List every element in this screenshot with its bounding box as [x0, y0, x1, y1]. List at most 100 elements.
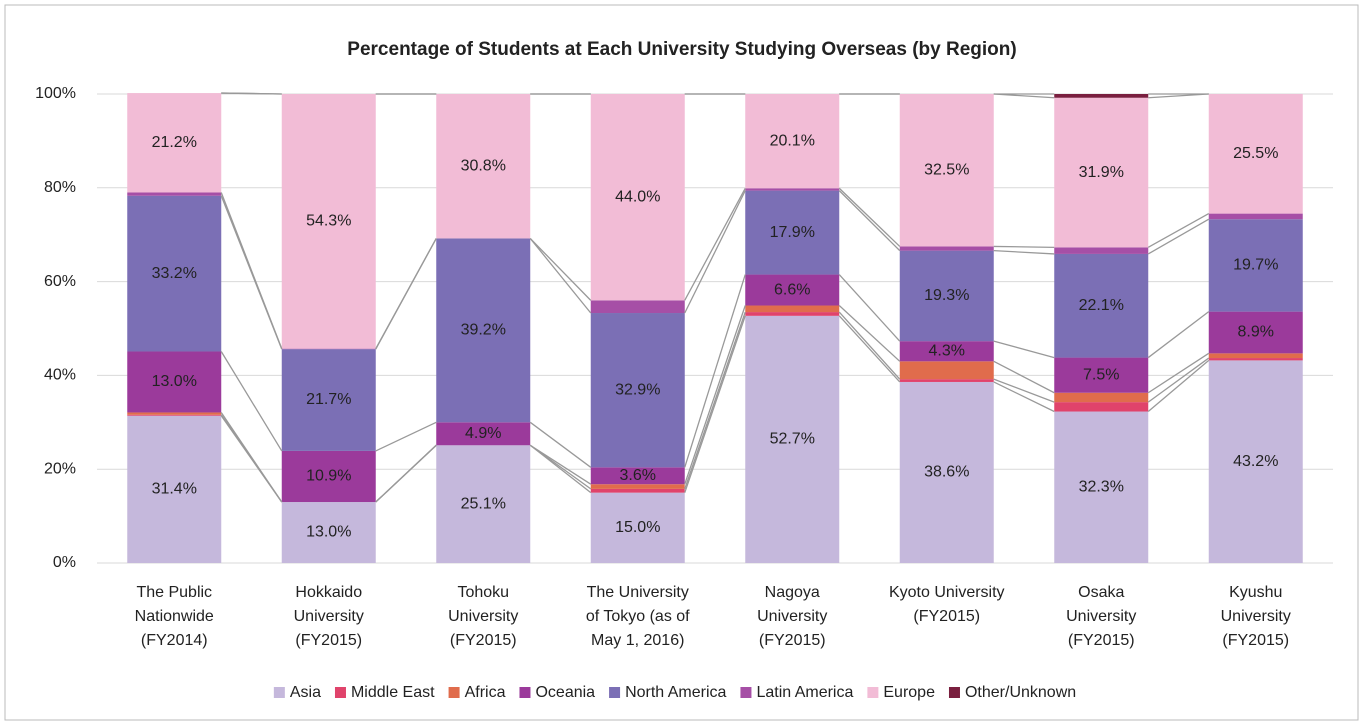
data-label: 32.9% [615, 381, 660, 398]
bar-segment [899, 246, 994, 251]
x-tick-label: Osaka University (FY2015) [1066, 584, 1136, 649]
series-line [684, 274, 746, 468]
y-tick-label: 60% [44, 273, 76, 290]
y-tick-label: 80% [44, 179, 76, 196]
data-label: 4.9% [465, 425, 501, 442]
series-line [684, 190, 746, 314]
series-line [838, 311, 901, 380]
series-line [684, 311, 746, 490]
series-line [993, 360, 1055, 394]
data-label: 19.7% [1233, 257, 1278, 274]
data-label: 4.3% [929, 342, 965, 359]
x-tick-label: Kyushu University (FY2015) [1221, 584, 1291, 649]
bar-segment [1054, 97, 1149, 248]
bar-segment [436, 238, 531, 423]
series-line [1147, 352, 1210, 394]
data-label: 10.9% [306, 468, 351, 485]
data-label: 31.4% [152, 481, 197, 498]
series-line [529, 444, 592, 485]
legend-label: Africa [465, 684, 506, 701]
legend-item: North America [609, 684, 727, 701]
bar-segment [590, 484, 685, 489]
legend-swatch [948, 687, 960, 698]
series-line [993, 381, 1055, 413]
data-label: 44.0% [615, 188, 660, 205]
y-tick-label: 20% [44, 460, 76, 477]
data-label: 8.9% [1238, 324, 1274, 341]
series-line [1147, 311, 1210, 359]
series-line [838, 190, 901, 252]
legend-swatch [740, 687, 752, 698]
series-line [993, 245, 1055, 249]
series-line [838, 187, 901, 247]
bar-segment [745, 315, 840, 563]
data-label: 3.6% [620, 467, 656, 484]
data-label: 31.9% [1079, 164, 1124, 181]
bar-segment [590, 94, 685, 301]
bar-segment [127, 415, 222, 563]
data-label: 21.2% [152, 134, 197, 151]
data-label: 21.7% [306, 391, 351, 408]
bar-segment [899, 94, 994, 247]
y-tick-label: 0% [53, 554, 76, 571]
series-line [375, 238, 437, 349]
data-label: 13.0% [306, 524, 351, 541]
bar-segment [1208, 219, 1303, 312]
series-line [529, 238, 592, 314]
data-label: 30.8% [461, 157, 506, 174]
series-line [1147, 213, 1210, 248]
data-label: 32.3% [1079, 478, 1124, 495]
bar-segment [745, 190, 840, 275]
bar-segment [1208, 94, 1303, 214]
bar-segment [127, 195, 222, 352]
bar-segment [1054, 392, 1149, 403]
x-tick-label: Kyoto University (FY2015) [889, 584, 1005, 625]
bar-segment [1208, 360, 1303, 563]
legend-item: Asia [273, 684, 321, 701]
series-line [375, 444, 437, 503]
data-label: 19.3% [924, 287, 969, 304]
bar-segment [745, 312, 840, 316]
legend-swatch [334, 687, 346, 698]
legend-item: Europe [867, 684, 935, 701]
data-label: 54.3% [306, 213, 351, 230]
data-label: 6.6% [774, 281, 810, 298]
data-label: 32.5% [924, 161, 969, 178]
series-line [993, 249, 1055, 255]
legend-label: Europe [883, 684, 935, 701]
bar-segment [127, 93, 222, 193]
bar-segment [1054, 253, 1149, 358]
series-line [993, 378, 1055, 403]
bar-segment [1208, 358, 1303, 361]
bar-segment [590, 313, 685, 468]
series-line [1147, 218, 1210, 255]
series-line [220, 192, 283, 349]
bar-segment [899, 361, 994, 380]
bar-segment [436, 445, 531, 563]
legend-label: Asia [290, 684, 321, 701]
data-label: 38.6% [924, 464, 969, 481]
bar-segment [281, 450, 376, 503]
x-tick-label: Hokkaido University (FY2015) [294, 584, 364, 649]
bar-segment [1054, 247, 1149, 254]
series-line [1147, 357, 1210, 403]
bar-segment [899, 379, 994, 382]
series-line [375, 421, 437, 452]
data-label: 25.1% [461, 495, 506, 512]
legend-swatch [448, 687, 460, 698]
legend-item: Middle East [334, 684, 435, 701]
legend-item: Other/Unknown [948, 684, 1076, 701]
bar-segment [590, 492, 685, 563]
legend-item: Oceania [519, 684, 595, 701]
data-label: 7.5% [1083, 366, 1119, 383]
bar-segment [127, 351, 222, 413]
legend-label: Other/Unknown [965, 684, 1076, 701]
bar-segment [436, 422, 531, 446]
legend-label: Latin America [756, 684, 853, 701]
x-tick-label: The University of Tokyo (as of May 1, 2016… [586, 584, 690, 649]
series-line [220, 351, 283, 452]
legend-item: Latin America [740, 684, 853, 701]
y-tick-label: 40% [44, 367, 76, 384]
bar-segment [899, 381, 994, 563]
